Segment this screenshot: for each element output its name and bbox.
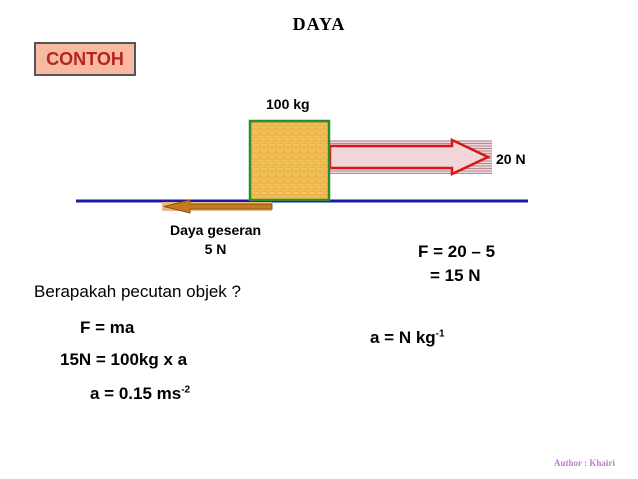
mass-block (248, 119, 331, 202)
formula-line3: a = 0.15 ms-2 (90, 384, 190, 404)
formula-line3-main: a = 0.15 ms (90, 384, 182, 403)
friction-arrow (162, 199, 273, 214)
applied-force-label: 20 N (496, 151, 526, 167)
friction-label-line2: 5 N (204, 241, 227, 257)
slide-title: DAYA (292, 14, 346, 34)
friction-label: Daya geseran 5 N (170, 221, 261, 259)
formula-line3-sup: -2 (181, 384, 191, 396)
contoh-badge: CONTOH (34, 42, 136, 76)
unit-formula: a = N kg-1 (370, 328, 445, 348)
net-force-line1: F = 20 – 5 (418, 242, 496, 261)
formula-line1: F = ma (80, 318, 135, 337)
applied-force-arrow (328, 138, 492, 176)
friction-label-line1: Daya geseran (170, 222, 262, 238)
mass-label: 100 kg (266, 96, 310, 112)
net-force-equation: F = 20 – 5 = 15 N (418, 240, 495, 288)
unit-formula-main: a = N kg (370, 328, 436, 347)
formula-line2: 15N = 100kg x a (60, 350, 188, 369)
question-text: Berapakah pecutan objek ? (34, 282, 241, 301)
author-credit: Author : Khairi (554, 458, 615, 468)
unit-formula-sup: -1 (435, 328, 445, 340)
net-force-line2: = 15 N (430, 266, 481, 285)
